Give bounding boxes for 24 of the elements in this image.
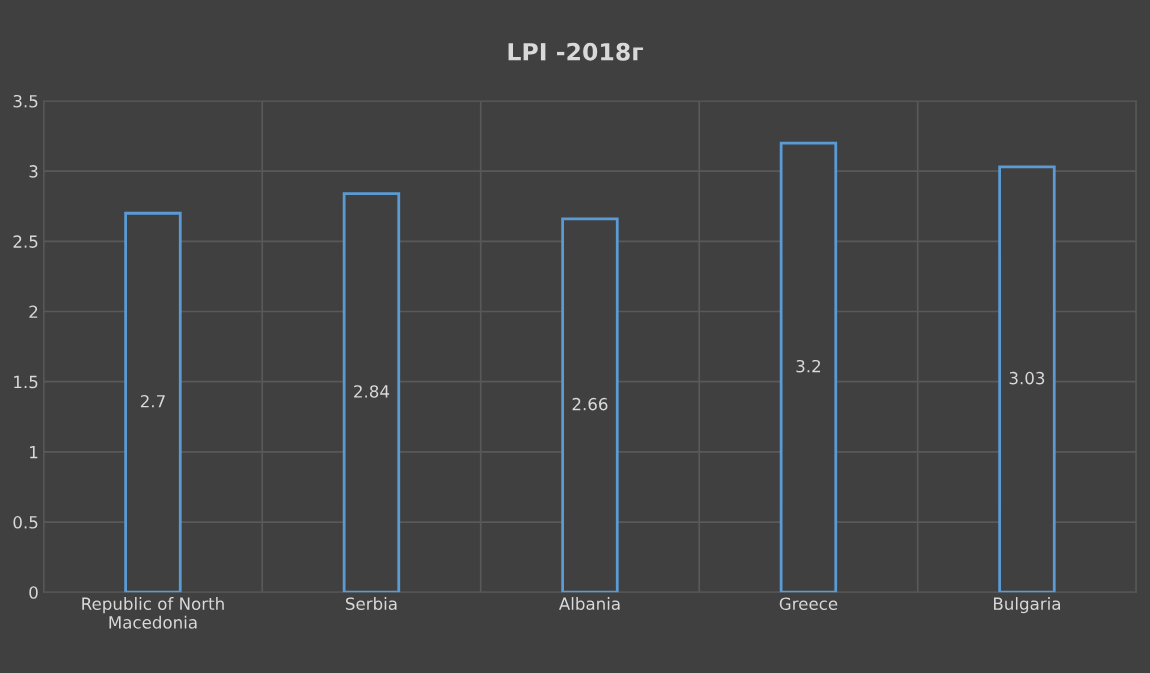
x-tick-label: Albania	[558, 597, 620, 610]
data-label: 2.66	[572, 397, 608, 411]
bar	[124, 211, 182, 593]
y-tick-label: 3.5	[13, 94, 38, 108]
y-tick-label: 3	[29, 165, 38, 178]
y-tick-label: 0.5	[13, 516, 38, 529]
y-tick-label: 0	[29, 586, 38, 599]
bar	[779, 141, 838, 593]
y-tick-label: 1.5	[14, 375, 38, 389]
data-label: 2.84	[354, 385, 390, 398]
x-tick-label: Serbia	[345, 597, 397, 610]
bar	[342, 192, 401, 593]
data-label: 3.2	[796, 359, 821, 373]
bar	[561, 217, 619, 593]
data-label: 3.03	[1009, 371, 1045, 385]
data-label: 2.7	[140, 394, 165, 408]
y-tick-label: 2.5	[13, 235, 38, 248]
chart-title: LPI -2018г	[508, 42, 644, 61]
y-tick-label: 1	[30, 446, 38, 459]
bar	[998, 165, 1056, 593]
x-tick-label: Republic of North Macedonia	[82, 597, 224, 629]
y-tick-label: 2	[29, 305, 38, 318]
x-tick-label: Bulgaria	[994, 597, 1060, 614]
x-tick-label: Greece	[779, 597, 838, 610]
